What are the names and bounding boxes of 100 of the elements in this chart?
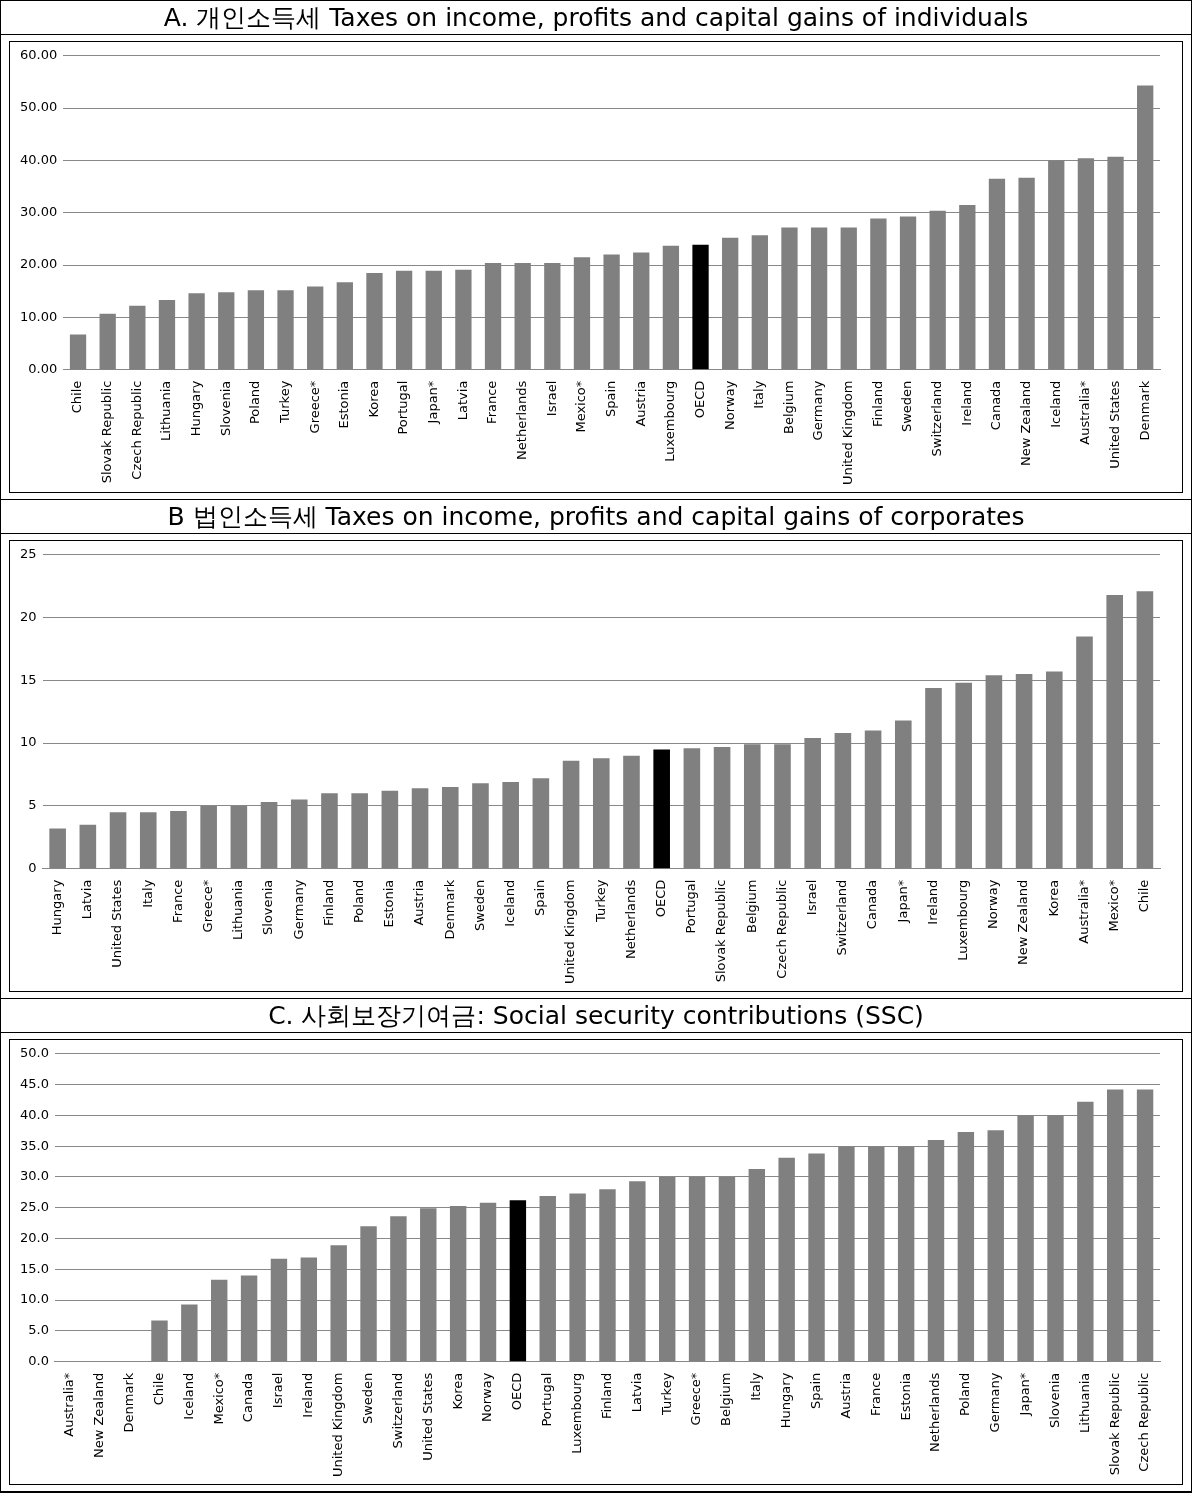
x-tick-label: New Zealand <box>1015 879 1031 966</box>
x-tick-label: Israel <box>804 879 820 916</box>
x-tick-label: Spain <box>532 879 548 916</box>
x-tick-label: Lithuania <box>1076 1372 1092 1433</box>
x-tick-label: Spain <box>807 1372 823 1409</box>
x-tick-label: Slovak Republic <box>713 879 729 983</box>
y-tick-label: 40.0 <box>19 1106 49 1122</box>
x-tick-label: Latvia <box>454 380 470 421</box>
x-tick-label: Norway <box>721 380 737 430</box>
x-tick-label: Greece* <box>200 879 216 933</box>
x-tick-label: Greece* <box>306 380 322 434</box>
x-tick-label: Italy <box>748 1372 764 1401</box>
y-tick-label: 0 <box>28 860 37 876</box>
x-tick-label: Netherlands <box>622 879 638 959</box>
y-tick-label: 20 <box>20 608 37 624</box>
x-tick-label: Israel <box>270 1372 286 1409</box>
y-tick-label: 10 <box>20 734 37 750</box>
y-tick-label: 10.00 <box>20 308 58 324</box>
y-tick-label: 15.0 <box>19 1260 49 1276</box>
x-tick-label: Portugal <box>539 1372 555 1427</box>
x-tick-label: Austria <box>632 380 648 427</box>
x-tick-label: Canada <box>864 879 880 930</box>
x-tick-label: Mexico* <box>573 380 589 433</box>
y-tick-label: 25 <box>20 546 37 562</box>
y-tick-label: 60.00 <box>20 47 58 63</box>
x-tick-label: Spain <box>602 380 618 417</box>
x-tick-label: Slovak Republic <box>99 380 115 484</box>
x-tick-label: United States <box>109 879 125 968</box>
y-tick-label: 50.0 <box>19 1045 49 1061</box>
y-tick-label: 5.0 <box>28 1322 49 1338</box>
x-tick-label: Poland <box>247 380 263 425</box>
x-tick-label: United Kingdom <box>330 1372 346 1477</box>
x-tick-label: Slovenia <box>260 879 276 935</box>
x-tick-label: Chile <box>150 1372 166 1406</box>
x-tick-label: Belgium <box>718 1372 734 1426</box>
x-tick-label: New Zealand <box>1017 380 1033 467</box>
bar <box>69 334 87 370</box>
x-tick-label: Turkey <box>658 1372 674 1416</box>
y-tick-label: 35.0 <box>19 1137 49 1153</box>
x-tick-label: Switzerland <box>929 380 945 457</box>
x-tick-label: Ireland <box>300 1372 316 1418</box>
x-tick-label: Belgium <box>743 879 759 933</box>
x-tick-label: Switzerland <box>389 1372 405 1449</box>
x-tick-label: Israel <box>543 380 559 417</box>
x-tick-label: Japan* <box>1016 1372 1032 1417</box>
chart-title: B 법인소득세 Taxes on income, profits and capital gains of corporates <box>1 500 1191 534</box>
x-tick-label: Mexico* <box>210 1372 226 1425</box>
x-tick-label: Sweden <box>359 1372 375 1425</box>
x-tick-label: Germany <box>290 879 306 940</box>
x-tick-label: Denmark <box>441 879 457 940</box>
x-tick-label: Chile <box>1136 879 1152 913</box>
bar <box>653 749 670 869</box>
y-tick-label: 20.00 <box>20 256 58 272</box>
x-tick-label: Finland <box>320 879 336 927</box>
x-tick-label: Czech Republic <box>128 380 144 480</box>
x-tick-label: Latvia <box>79 879 95 920</box>
x-tick-label: Slovenia <box>1046 1372 1062 1428</box>
chart-title: C. 사회보장기여금: Social security contributions (SSC) <box>1 999 1191 1033</box>
x-tick-label: OECD <box>653 879 669 918</box>
x-tick-label: Chile <box>69 380 85 414</box>
y-tick-label: 20.0 <box>19 1229 49 1245</box>
x-tick-label: Czech Republic <box>1136 1372 1152 1472</box>
x-tick-label: Turkey <box>276 380 292 424</box>
x-tick-label: Iceland <box>1047 380 1063 428</box>
x-tick-label: Hungary <box>187 380 203 437</box>
x-tick-label: France <box>169 879 185 923</box>
x-tick-label: Finland <box>869 380 885 428</box>
x-tick-label: Korea <box>449 1372 465 1410</box>
x-tick-label: Hungary <box>778 1372 794 1429</box>
x-tick-label: Germany <box>810 380 826 441</box>
x-tick-label: Korea <box>365 380 381 418</box>
y-tick-label: 45.0 <box>19 1075 49 1091</box>
x-tick-label: Norway <box>479 1372 495 1422</box>
x-tick-label: Luxembourg <box>662 380 678 462</box>
x-tick-label: Iceland <box>180 1372 196 1420</box>
x-tick-label: Canada <box>988 380 1004 431</box>
x-tick-label: United Kingdom <box>562 879 578 984</box>
x-tick-label: Finland <box>598 1372 614 1420</box>
x-tick-label: New Zealand <box>91 1372 107 1459</box>
x-tick-label: Japan* <box>894 879 910 924</box>
x-tick-label: Estonia <box>381 879 397 928</box>
x-tick-label: Australia* <box>1075 879 1091 944</box>
y-tick-label: 15 <box>20 671 37 687</box>
x-tick-label: Mexico* <box>1106 879 1122 932</box>
x-tick-label: Australia* <box>61 1372 77 1437</box>
x-tick-label: Italy <box>139 879 155 908</box>
x-tick-label: Switzerland <box>834 879 850 956</box>
x-tick-label: Estonia <box>336 380 352 429</box>
x-tick-label: Japan* <box>425 380 441 425</box>
y-tick-label: 5 <box>28 797 37 813</box>
x-tick-label: Greece* <box>688 1372 704 1426</box>
x-tick-label: Denmark <box>120 1372 136 1433</box>
x-tick-label: Slovak Republic <box>1106 1372 1122 1476</box>
x-tick-label: Slovenia <box>217 380 233 436</box>
x-tick-label: Portugal <box>683 879 699 934</box>
y-tick-label: 30.0 <box>19 1168 49 1184</box>
chart-title: A. 개인소득세 Taxes on income, profits and capital gains of individuals <box>1 1 1191 35</box>
x-tick-label: Netherlands <box>927 1372 943 1452</box>
x-tick-label: Poland <box>351 879 367 924</box>
x-tick-label: Luxembourg <box>955 879 971 961</box>
